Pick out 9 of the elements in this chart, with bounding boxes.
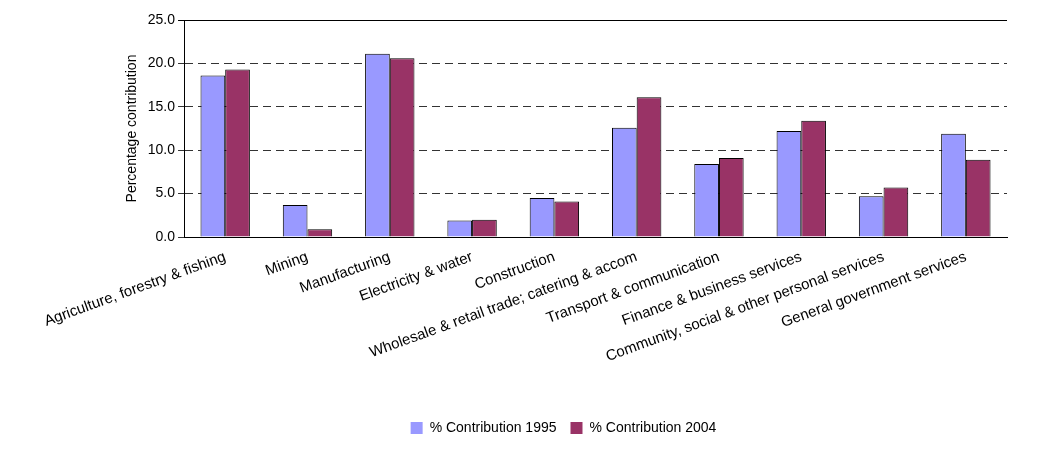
y-tick-label: 5.0 <box>155 184 176 201</box>
y-tick-label: 0.0 <box>155 227 176 244</box>
y-tick-label: 25.0 <box>147 10 176 27</box>
legend-label: % Contribution 2004 <box>589 418 717 435</box>
legend-label: % Contribution 1995 <box>429 418 557 435</box>
y-tick-label: 20.0 <box>147 54 176 71</box>
y-axis-title: Percentage contribution <box>123 54 140 203</box>
y-tick-label: 15.0 <box>147 97 176 114</box>
y-tick-label: 10.0 <box>147 141 176 158</box>
